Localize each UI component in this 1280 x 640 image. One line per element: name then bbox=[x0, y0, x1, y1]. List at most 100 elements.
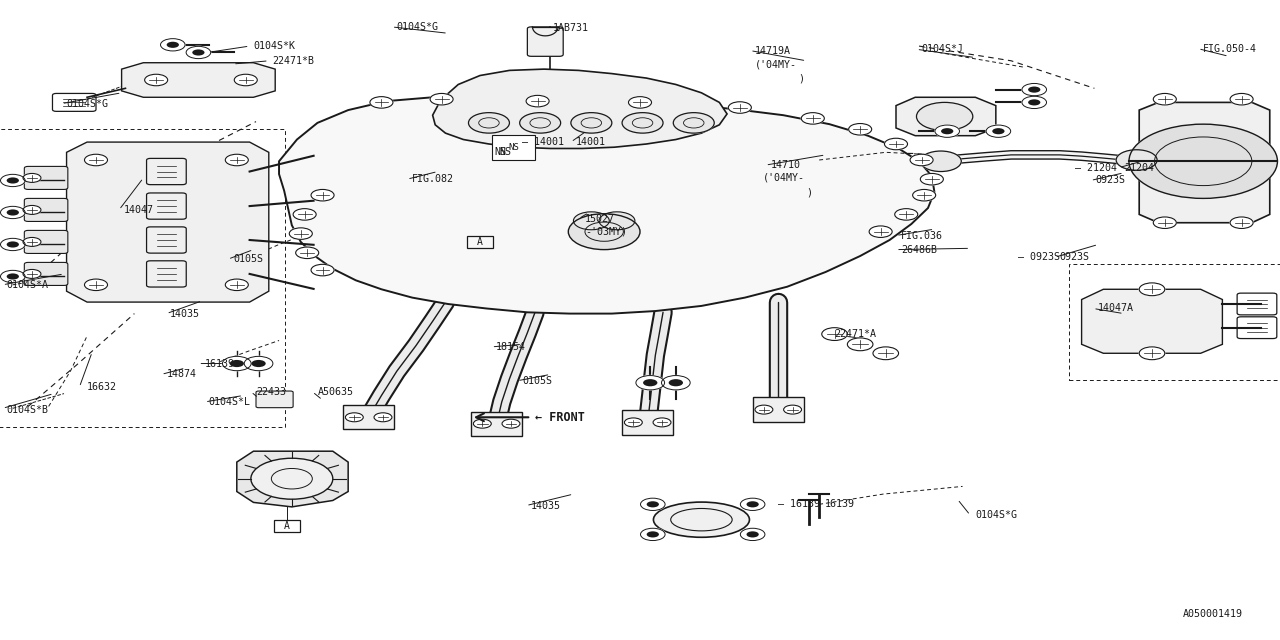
Circle shape bbox=[1139, 347, 1165, 360]
Circle shape bbox=[229, 360, 244, 367]
Circle shape bbox=[1139, 283, 1165, 296]
Polygon shape bbox=[1082, 289, 1222, 353]
Circle shape bbox=[740, 528, 765, 541]
Text: — 16139: — 16139 bbox=[778, 499, 820, 509]
Circle shape bbox=[6, 241, 19, 248]
Circle shape bbox=[251, 458, 333, 499]
Text: NS: NS bbox=[508, 143, 518, 152]
Circle shape bbox=[1153, 217, 1176, 228]
Circle shape bbox=[895, 209, 918, 220]
Circle shape bbox=[374, 413, 392, 422]
Text: 26486B: 26486B bbox=[901, 244, 937, 255]
Circle shape bbox=[6, 209, 19, 216]
Circle shape bbox=[873, 347, 899, 360]
FancyBboxPatch shape bbox=[622, 410, 673, 435]
Circle shape bbox=[571, 113, 612, 133]
Circle shape bbox=[84, 279, 108, 291]
Circle shape bbox=[6, 273, 19, 280]
Circle shape bbox=[910, 154, 933, 166]
Circle shape bbox=[23, 173, 41, 182]
Polygon shape bbox=[433, 69, 727, 148]
Circle shape bbox=[0, 206, 26, 219]
Polygon shape bbox=[896, 97, 996, 136]
Text: A: A bbox=[477, 237, 483, 247]
Circle shape bbox=[0, 270, 26, 283]
Circle shape bbox=[1230, 93, 1253, 105]
Polygon shape bbox=[67, 142, 269, 302]
Text: 0104S*A: 0104S*A bbox=[6, 280, 49, 290]
Circle shape bbox=[643, 379, 658, 387]
Text: 1AB731: 1AB731 bbox=[553, 23, 589, 33]
Circle shape bbox=[625, 418, 643, 427]
Text: FIG.036: FIG.036 bbox=[901, 230, 943, 241]
Circle shape bbox=[223, 356, 251, 371]
Circle shape bbox=[628, 97, 652, 108]
Circle shape bbox=[6, 177, 19, 184]
Circle shape bbox=[822, 328, 847, 340]
Circle shape bbox=[23, 237, 41, 246]
Circle shape bbox=[192, 49, 205, 56]
Circle shape bbox=[289, 228, 312, 239]
Circle shape bbox=[293, 209, 316, 220]
Text: NS: NS bbox=[499, 147, 511, 157]
Circle shape bbox=[234, 74, 257, 86]
Circle shape bbox=[0, 238, 26, 251]
Text: 14047A: 14047A bbox=[1098, 303, 1134, 314]
Circle shape bbox=[646, 501, 659, 508]
Text: ← FRONT: ← FRONT bbox=[535, 411, 585, 424]
Circle shape bbox=[311, 189, 334, 201]
Circle shape bbox=[783, 405, 801, 414]
Circle shape bbox=[673, 113, 714, 133]
Text: 0104S*B: 0104S*B bbox=[6, 404, 49, 415]
FancyBboxPatch shape bbox=[256, 391, 293, 408]
Text: 16139: 16139 bbox=[205, 358, 234, 369]
Text: 0105S: 0105S bbox=[522, 376, 552, 386]
Circle shape bbox=[1028, 99, 1041, 106]
Circle shape bbox=[668, 379, 684, 387]
Circle shape bbox=[884, 138, 908, 150]
Circle shape bbox=[520, 113, 561, 133]
Text: 14035: 14035 bbox=[531, 500, 561, 511]
Text: — 14001: — 14001 bbox=[522, 137, 564, 147]
Text: ('04MY-: ('04MY- bbox=[755, 59, 797, 69]
Circle shape bbox=[84, 154, 108, 166]
Circle shape bbox=[640, 528, 666, 541]
FancyBboxPatch shape bbox=[471, 412, 522, 436]
Circle shape bbox=[986, 125, 1011, 138]
Circle shape bbox=[1153, 93, 1176, 105]
FancyBboxPatch shape bbox=[343, 405, 394, 429]
Circle shape bbox=[941, 128, 954, 134]
Text: FIG.082: FIG.082 bbox=[412, 174, 454, 184]
Circle shape bbox=[23, 205, 41, 214]
Text: A: A bbox=[284, 521, 289, 531]
Circle shape bbox=[640, 498, 666, 511]
Circle shape bbox=[992, 128, 1005, 134]
FancyBboxPatch shape bbox=[753, 397, 804, 422]
Circle shape bbox=[145, 74, 168, 86]
Circle shape bbox=[847, 338, 873, 351]
Circle shape bbox=[1021, 83, 1047, 96]
Text: — 0923S: — 0923S bbox=[1018, 252, 1060, 262]
Circle shape bbox=[160, 38, 186, 51]
Text: 0105S: 0105S bbox=[233, 254, 262, 264]
Text: 15027: 15027 bbox=[585, 214, 614, 224]
Text: 14874: 14874 bbox=[166, 369, 196, 380]
Circle shape bbox=[653, 418, 671, 427]
Text: NS: NS bbox=[494, 147, 506, 157]
Circle shape bbox=[346, 413, 364, 422]
Circle shape bbox=[430, 93, 453, 105]
Circle shape bbox=[468, 113, 509, 133]
Circle shape bbox=[646, 531, 659, 538]
Circle shape bbox=[920, 173, 943, 185]
Circle shape bbox=[1021, 96, 1047, 109]
Circle shape bbox=[740, 498, 765, 511]
Circle shape bbox=[622, 113, 663, 133]
Circle shape bbox=[225, 279, 248, 291]
Circle shape bbox=[746, 501, 759, 508]
Text: A050001419: A050001419 bbox=[1183, 609, 1243, 620]
Text: ('04MY-: ('04MY- bbox=[763, 173, 805, 183]
Text: 0104S*J: 0104S*J bbox=[922, 44, 964, 54]
Circle shape bbox=[526, 95, 549, 107]
Circle shape bbox=[1116, 150, 1157, 170]
Text: 0923S: 0923S bbox=[1060, 252, 1089, 262]
